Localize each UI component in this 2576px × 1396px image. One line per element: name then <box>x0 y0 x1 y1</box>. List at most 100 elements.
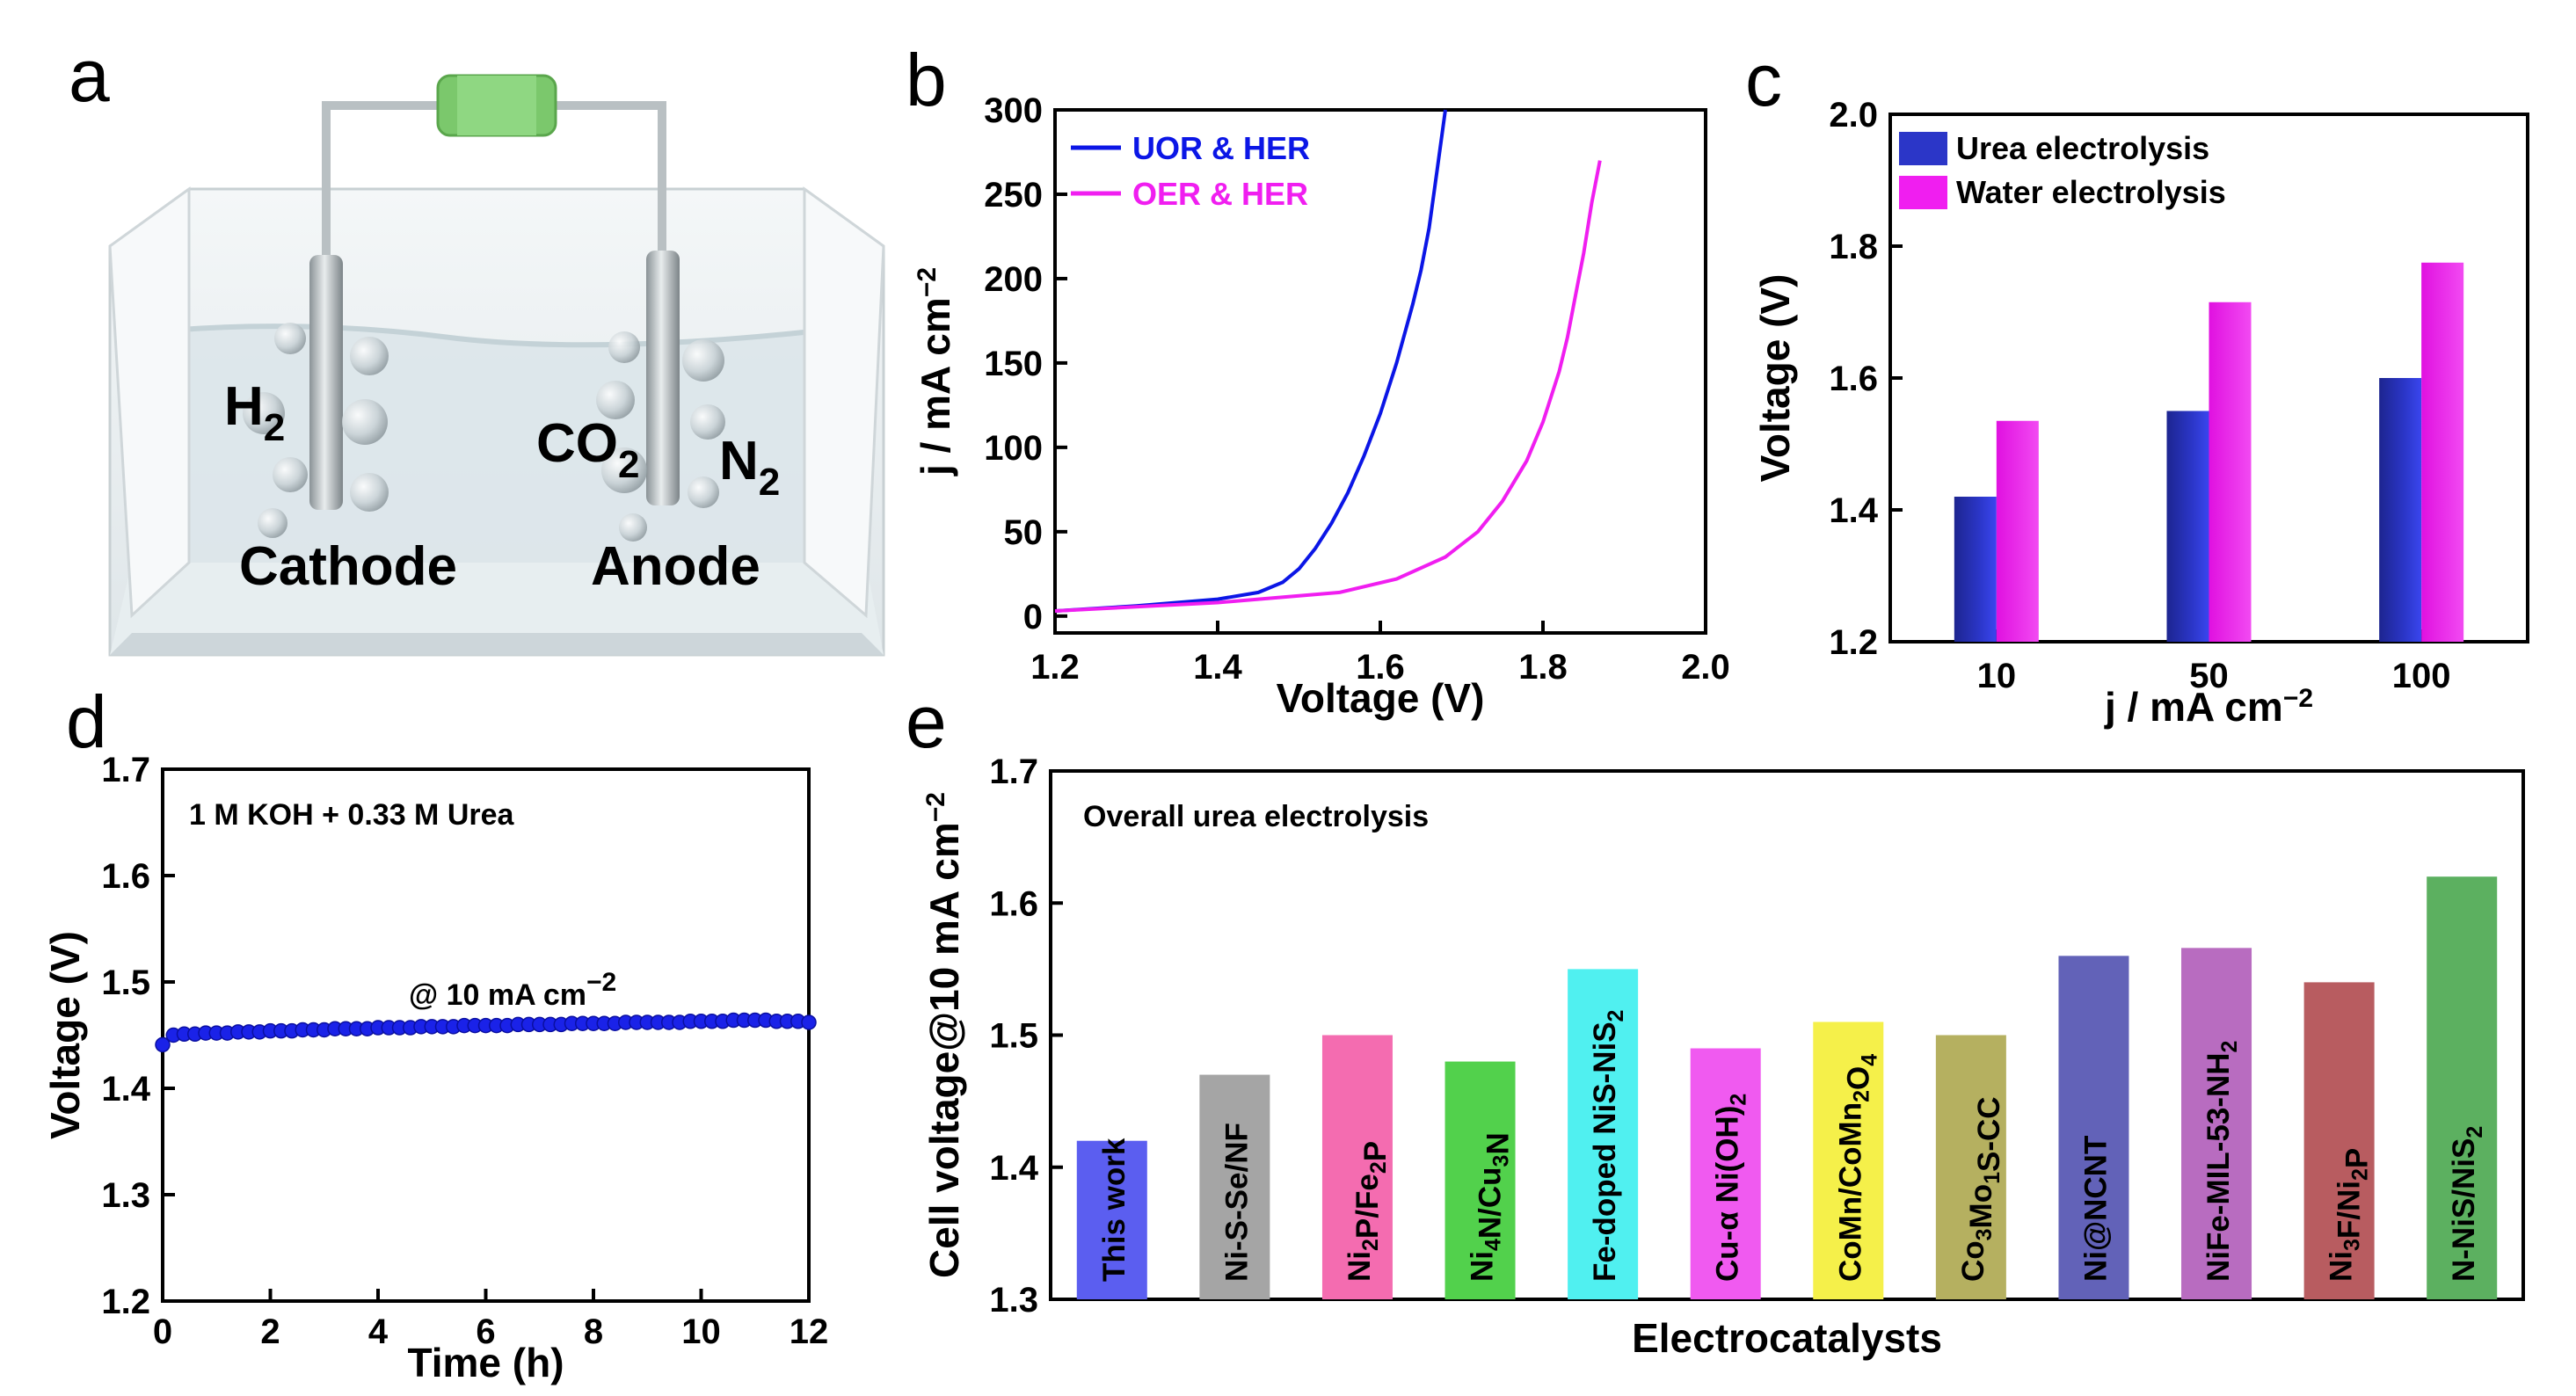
e-bar-11 <box>2303 982 2375 1299</box>
e-bar-3 <box>1321 1035 1393 1299</box>
e-category-label-7: CoMn/CoMn2O4 <box>1833 1054 1881 1282</box>
cathode-electrode <box>309 255 343 510</box>
b-series-line-1 <box>1054 109 1447 613</box>
d-x-tick-label: 4 <box>368 1312 389 1351</box>
b-y-tick-label: 300 <box>984 91 1043 130</box>
b-x-tick-label: 1.6 <box>1356 648 1405 687</box>
e-bar-2 <box>1199 1074 1270 1299</box>
d-electrolyte-annotation: 1 M KOH + 0.33 M Urea <box>189 798 515 832</box>
e-x-axis-label: Electrocatalysts <box>1632 1315 1942 1361</box>
e-category-label-12: N-NiS/NiS2 <box>2447 1126 2487 1282</box>
c-plot-area: 1.2 1.4 1.6 1.8 2.0 10 50 100 j / mA cm−2 Voltage… <box>1752 96 2529 730</box>
panel-b-lsv-chart: b 1.2 1.4 1.6 1.8 2.0 0 50 100 150 200 250 300 Volta… <box>906 39 1730 721</box>
e-y-tick-label: 1.4 <box>989 1149 1038 1188</box>
d-x-tick-label: 0 <box>153 1312 172 1351</box>
d-plot-area: 0 2 4 6 8 10 12 1.2 1.3 1.4 1.5 1.6 1.7 Time (h) Volta… <box>42 751 828 1385</box>
e-bar-8 <box>1935 1035 2006 1299</box>
anode-electrode <box>646 251 680 505</box>
e-category-label-3: Ni2P/Fe2P <box>1343 1141 1393 1282</box>
b-x-tick-label: 1.2 <box>1030 648 1080 687</box>
e-category-label-10: NiFe-MIL-53-NH2 <box>2201 1041 2242 1282</box>
e-plot-area: 1.3 1.4 1.5 1.6 1.7 Overall urea electrolysis… <box>921 753 2525 1361</box>
b-y-tick-label: 250 <box>984 176 1043 214</box>
b-plot-area: 1.2 1.4 1.6 1.8 2.0 0 50 100 150 200 250 300 Voltage… <box>913 91 1730 721</box>
b-x-axis-label: Voltage (V) <box>1277 675 1485 721</box>
c-x-tick-label: 10 <box>1977 657 2017 695</box>
e-category-label-8: Co3Mo1S-CC <box>1956 1096 2006 1282</box>
panel-c-bar-chart: c 1.2 1.4 1.6 1.8 2.0 10 50 100 j / mA cm−2 Volta… <box>1745 39 2529 730</box>
b-x-tick-label: 2.0 <box>1681 648 1730 687</box>
b-y-tick-label: 100 <box>984 429 1043 468</box>
b-y-axis-label: j / mA cm−2 <box>913 267 958 476</box>
e-bar-9 <box>2058 956 2129 1299</box>
d-x-tick-label: 8 <box>584 1312 603 1351</box>
e-bar-10 <box>2181 948 2252 1299</box>
e-series-annotation: Overall urea electrolysis <box>1083 800 1429 833</box>
c-y-tick-label: 2.0 <box>1829 96 1878 135</box>
b-y-tick-label: 150 <box>984 345 1043 383</box>
gas-bubbles <box>243 323 725 542</box>
c-bar-water-50 <box>2209 302 2252 642</box>
d-x-axis-label: Time (h) <box>407 1340 564 1385</box>
c-y-axis-label: Voltage (V) <box>1752 274 1798 483</box>
b-legend-label-1: UOR & HER <box>1132 130 1310 166</box>
d-y-tick-label: 1.2 <box>101 1283 150 1321</box>
panel-letter-e: e <box>906 680 947 763</box>
h2-label: H2 <box>224 376 285 449</box>
c-bar-urea-100 <box>2379 378 2422 642</box>
d-y-tick-label: 1.7 <box>101 751 150 789</box>
c-y-tick-label: 1.2 <box>1829 623 1878 662</box>
b-x-tick-label: 1.4 <box>1193 648 1242 687</box>
c-x-tick-label: 100 <box>2392 657 2451 695</box>
e-category-label-1: This work <box>1097 1138 1132 1282</box>
d-x-tick-label: 2 <box>260 1312 280 1351</box>
e-bar-5 <box>1568 969 1639 1299</box>
d-y-tick-label: 1.4 <box>101 1070 150 1109</box>
c-legend-label-1: Urea electrolysis <box>1956 130 2209 166</box>
c-bar-urea-50 <box>2166 411 2209 642</box>
e-y-tick-label: 1.5 <box>989 1017 1038 1056</box>
e-bar-12 <box>2427 876 2498 1299</box>
e-category-label-11: Ni3F/Ni2P <box>2325 1148 2375 1282</box>
e-bar-6 <box>1690 1048 1761 1299</box>
e-y-axis-label: Cell voltage@10 mA cm−2 <box>921 792 967 1278</box>
c-y-tick-label: 1.6 <box>1829 360 1878 398</box>
e-category-label-5: Fe-doped NiS-NiS2 <box>1588 1010 1628 1282</box>
c-legend-swatch-2 <box>1899 176 1947 209</box>
d-x-tick-label: 6 <box>476 1312 495 1351</box>
c-legend-label-2: Water electrolysis <box>1956 174 2226 210</box>
b-legend-label-2: OER & HER <box>1132 176 1308 212</box>
d-x-tick-label: 12 <box>790 1312 829 1351</box>
e-plot-frame <box>1049 769 2525 1301</box>
e-y-tick-label: 1.6 <box>989 884 1038 923</box>
d-current-annotation: @ 10 mA cm−2 <box>409 968 616 1012</box>
panel-a: a <box>69 34 885 657</box>
panel-letter-a: a <box>69 34 110 117</box>
d-y-tick-label: 1.5 <box>101 963 150 1002</box>
c-x-tick-label: 50 <box>2189 657 2229 695</box>
e-category-label-9: Ni@NCNT <box>2078 1136 2113 1282</box>
e-bar-1 <box>1076 1140 1147 1299</box>
b-y-tick-label: 0 <box>1023 598 1043 636</box>
c-y-tick-label: 1.8 <box>1829 228 1878 266</box>
d-data-point <box>801 1014 817 1030</box>
electrolysis-cell-illustration: H2 CO2 N2 Cathode Anode <box>108 74 885 657</box>
d-x-tick-label: 10 <box>681 1312 721 1351</box>
co2-label: CO2 <box>536 413 639 486</box>
c-legend-swatch-1 <box>1899 132 1947 165</box>
c-x-axis-label: j / mA cm−2 <box>2104 684 2313 730</box>
panel-d-stability-chart: d 0 2 4 6 8 10 12 1.2 1.3 1.4 1.5 1.6 1.7 Time (h) Vol… <box>42 680 828 1385</box>
cathode-label: Cathode <box>239 536 457 597</box>
e-bar-7 <box>1813 1022 1884 1299</box>
c-bar-water-10 <box>1996 420 2039 642</box>
e-category-label-6: Cu-α Ni(OH)2 <box>1711 1094 1751 1282</box>
panel-letter-b: b <box>906 39 947 121</box>
d-y-tick-label: 1.3 <box>101 1176 150 1215</box>
b-y-tick-label: 50 <box>1004 513 1044 552</box>
e-category-label-4: Ni4N/Cu3N <box>1466 1132 1516 1282</box>
c-y-tick-label: 1.4 <box>1829 491 1878 530</box>
anode-label: Anode <box>591 536 760 597</box>
b-x-tick-label: 1.8 <box>1518 648 1568 687</box>
e-y-tick-label: 1.3 <box>989 1281 1038 1320</box>
b-y-tick-label: 200 <box>984 260 1043 299</box>
